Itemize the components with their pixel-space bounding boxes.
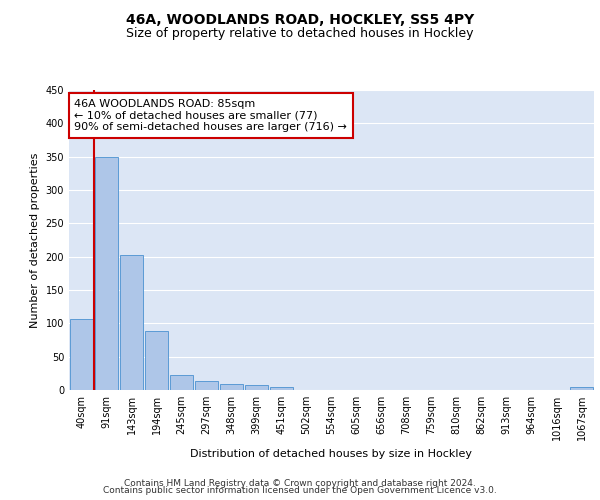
Bar: [95, 156, 118, 390]
Bar: [170, 374, 193, 390]
Bar: [570, 386, 593, 390]
Text: Size of property relative to detached houses in Hockley: Size of property relative to detached ho…: [126, 28, 474, 40]
X-axis label: Distribution of detached houses by size in Hockley: Distribution of detached houses by size …: [191, 448, 473, 458]
Text: Contains HM Land Registry data © Crown copyright and database right 2024.: Contains HM Land Registry data © Crown c…: [124, 478, 476, 488]
Y-axis label: Number of detached properties: Number of detached properties: [30, 152, 40, 328]
Text: 46A, WOODLANDS ROAD, HOCKLEY, SS5 4PY: 46A, WOODLANDS ROAD, HOCKLEY, SS5 4PY: [126, 12, 474, 26]
Bar: [270, 386, 293, 390]
Bar: [145, 332, 168, 390]
Bar: [120, 256, 143, 390]
Bar: [70, 318, 93, 390]
Text: 46A WOODLANDS ROAD: 85sqm
← 10% of detached houses are smaller (77)
90% of semi-: 46A WOODLANDS ROAD: 85sqm ← 10% of detac…: [74, 99, 347, 132]
Text: Contains public sector information licensed under the Open Government Licence v3: Contains public sector information licen…: [103, 486, 497, 495]
Bar: [245, 384, 268, 390]
Bar: [220, 384, 243, 390]
Bar: [195, 380, 218, 390]
